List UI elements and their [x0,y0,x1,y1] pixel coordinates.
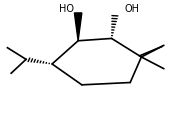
Text: OH: OH [125,4,140,14]
Text: HO: HO [60,4,74,14]
Polygon shape [74,14,82,41]
